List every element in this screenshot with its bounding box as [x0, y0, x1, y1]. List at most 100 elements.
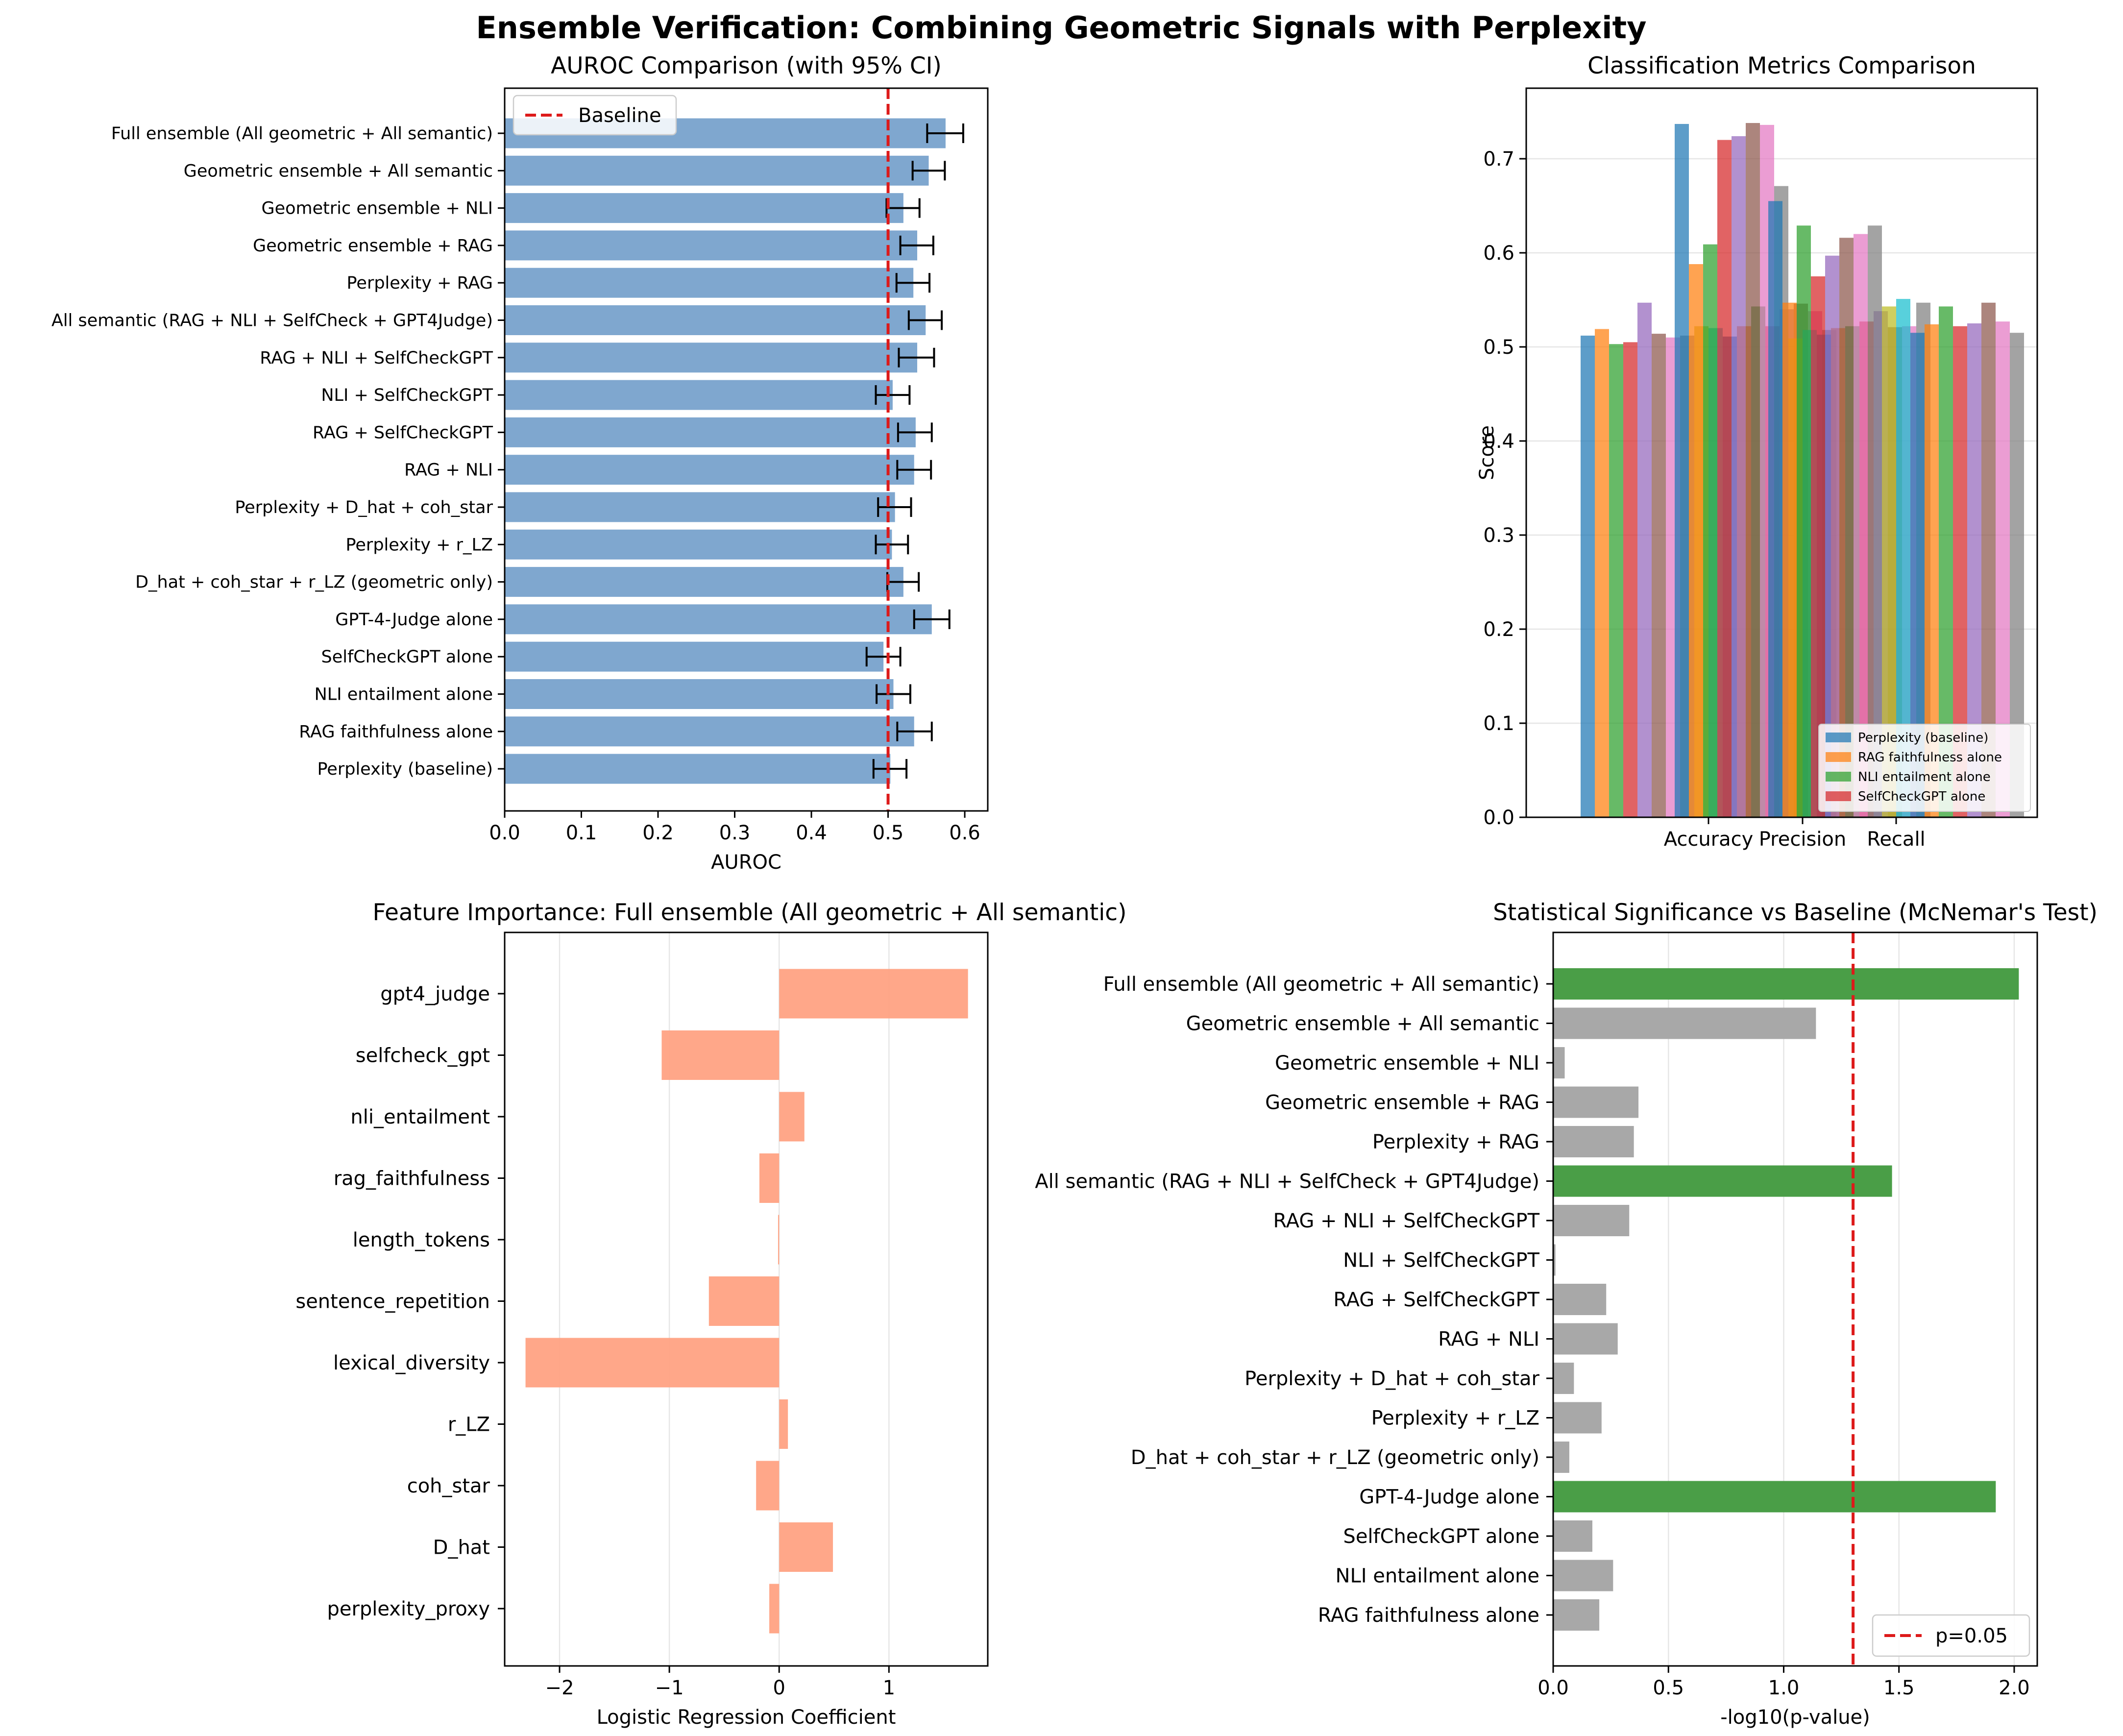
- y-tick-label: 0.2: [1483, 618, 1514, 641]
- x-tick-label: 1: [883, 1677, 895, 1699]
- feature-label: length_tokens: [353, 1229, 490, 1251]
- feature-bar: [756, 1461, 780, 1511]
- legend-swatch: [1826, 772, 1851, 782]
- metric-bar: [1797, 225, 1811, 817]
- y-tick-label: 0.6: [1483, 242, 1514, 265]
- auroc-bar: [505, 417, 916, 447]
- significance-category-label: RAG + NLI: [1438, 1328, 1539, 1351]
- auroc-category-label: Geometric ensemble + All semantic: [184, 161, 493, 181]
- auroc-category-label: SelfCheckGPT alone: [321, 647, 493, 667]
- metric-bar: [1746, 123, 1760, 817]
- auroc-bar: [505, 567, 903, 597]
- feature-bar: [779, 969, 968, 1019]
- significance-bar: [1553, 1599, 1600, 1631]
- significance-bar: [1553, 1560, 1613, 1591]
- feature-label: gpt4_judge: [380, 983, 490, 1005]
- significance-category-label: RAG faithfulness alone: [1318, 1604, 1539, 1627]
- auroc-bar: [505, 679, 894, 709]
- auroc-bar: [505, 492, 895, 522]
- significance-bar: [1553, 968, 2019, 1000]
- auroc-category-label: RAG + SelfCheckGPT: [313, 423, 493, 442]
- legend-swatch: [1826, 752, 1851, 762]
- metric-bar: [1623, 342, 1637, 817]
- auroc-bar: [505, 268, 914, 298]
- legend-series-label: SelfCheckGPT alone: [1858, 789, 1985, 804]
- x-tick-label: 0.0: [489, 822, 520, 844]
- auroc-category-label: RAG faithfulness alone: [299, 722, 493, 742]
- metric-bar: [1782, 302, 1797, 817]
- legend-baseline-label: Baseline: [578, 104, 661, 127]
- feature-label: perplexity_proxy: [327, 1598, 490, 1620]
- x-tick-label: 0.3: [719, 822, 751, 844]
- auroc-category-label: Full ensemble (All geometric + All seman…: [111, 124, 493, 144]
- legend-series-label: Perplexity (baseline): [1858, 731, 1988, 745]
- metric-bar: [1581, 335, 1595, 817]
- x-category-label: Recall: [1867, 828, 1925, 851]
- significance-category-label: RAG + SelfCheckGPT: [1333, 1289, 1539, 1311]
- legend-box: [512, 95, 677, 136]
- significance-bar: [1553, 1086, 1639, 1118]
- auroc-category-label: Geometric ensemble + NLI: [261, 199, 493, 219]
- metric-bar: [1825, 255, 1839, 817]
- auroc-category-label: NLI + SelfCheckGPT: [321, 386, 493, 405]
- auroc-category-label: RAG + NLI: [404, 461, 493, 480]
- significance-bar: [1553, 1047, 1565, 1078]
- significance-category-label: RAG + NLI + SelfCheckGPT: [1273, 1210, 1539, 1232]
- auroc-bar: [505, 193, 903, 223]
- auroc-bar: [505, 529, 892, 560]
- metric-bar: [1868, 225, 1882, 817]
- x-tick-label: −2: [545, 1677, 574, 1699]
- significance-category-label: D_hat + coh_star + r_LZ (geometric only): [1131, 1446, 1539, 1469]
- axes-frame: [1525, 87, 2038, 818]
- significance-panel: Statistical Significance vs Baseline (Mc…: [1035, 899, 2098, 1729]
- legend-series-label: RAG faithfulness alone: [1858, 750, 2002, 765]
- x-category-label: Accuracy: [1664, 828, 1754, 851]
- significance-bar: [1553, 1363, 1574, 1394]
- feature-bar: [661, 1030, 780, 1080]
- axes-frame: [1552, 931, 2038, 1667]
- auroc-panel: AUROC Comparison (with 95% CI) Full ensem…: [51, 52, 989, 874]
- feature-importance-panel: Feature Importance: Full ensemble (All g…: [295, 899, 1126, 1729]
- legend-threshold-label: p=0.05: [1935, 1625, 2008, 1647]
- x-category-label: Precision: [1759, 828, 1846, 851]
- auroc-bar: [505, 230, 918, 261]
- metric-bar: [1637, 302, 1652, 817]
- metric-bar: [1717, 140, 1732, 818]
- legend-box: [1818, 724, 2031, 812]
- y-tick-label: 0.3: [1483, 524, 1514, 547]
- auroc-bar: [505, 604, 932, 635]
- metric-bar: [1768, 201, 1782, 817]
- feature-bar: [708, 1276, 780, 1326]
- x-tick-label: 0.5: [1653, 1677, 1684, 1699]
- x-tick-label: 2.0: [1999, 1677, 2030, 1699]
- metric-bar: [1652, 334, 1666, 817]
- x-tick-label: 0.0: [1537, 1677, 1569, 1699]
- metrics-panel: Classification Metrics Comparison 0.0 0.1 0…: [1476, 52, 2038, 851]
- feature-bar: [759, 1153, 780, 1203]
- auroc-category-label: D_hat + coh_star + r_LZ (geometric only): [135, 573, 493, 592]
- feature-bar: [779, 1522, 833, 1572]
- x-axis-label: -log10(p-value): [1720, 1706, 1870, 1729]
- auroc-bar: [505, 342, 918, 373]
- panel-title: AUROC Comparison (with 95% CI): [551, 52, 942, 79]
- x-tick-label: 0.1: [566, 822, 597, 844]
- x-tick-label: 0.4: [796, 822, 827, 844]
- significance-bar: [1553, 1284, 1607, 1315]
- significance-category-label: NLI + SelfCheckGPT: [1343, 1249, 1539, 1272]
- feature-label: sentence_repetition: [295, 1291, 490, 1313]
- auroc-bar: [505, 716, 914, 747]
- x-axis-label: AUROC: [711, 851, 781, 874]
- significance-bar: [1553, 1244, 1556, 1276]
- feature-label: coh_star: [407, 1475, 490, 1497]
- feature-bar: [778, 1215, 780, 1265]
- x-tick-label: 0.5: [873, 822, 904, 844]
- auroc-category-label: Perplexity + D_hat + coh_star: [235, 498, 493, 517]
- metric-bar: [1839, 238, 1854, 817]
- significance-category-label: Geometric ensemble + NLI: [1275, 1052, 1539, 1075]
- metric-bar: [1732, 136, 1746, 817]
- legend-swatch: [1826, 791, 1851, 801]
- y-tick-label: 0.5: [1483, 336, 1514, 359]
- legend-series-label: NLI entailment alone: [1858, 770, 1991, 784]
- auroc-category-label: NLI entailment alone: [315, 685, 493, 705]
- metric-bar: [1703, 244, 1717, 818]
